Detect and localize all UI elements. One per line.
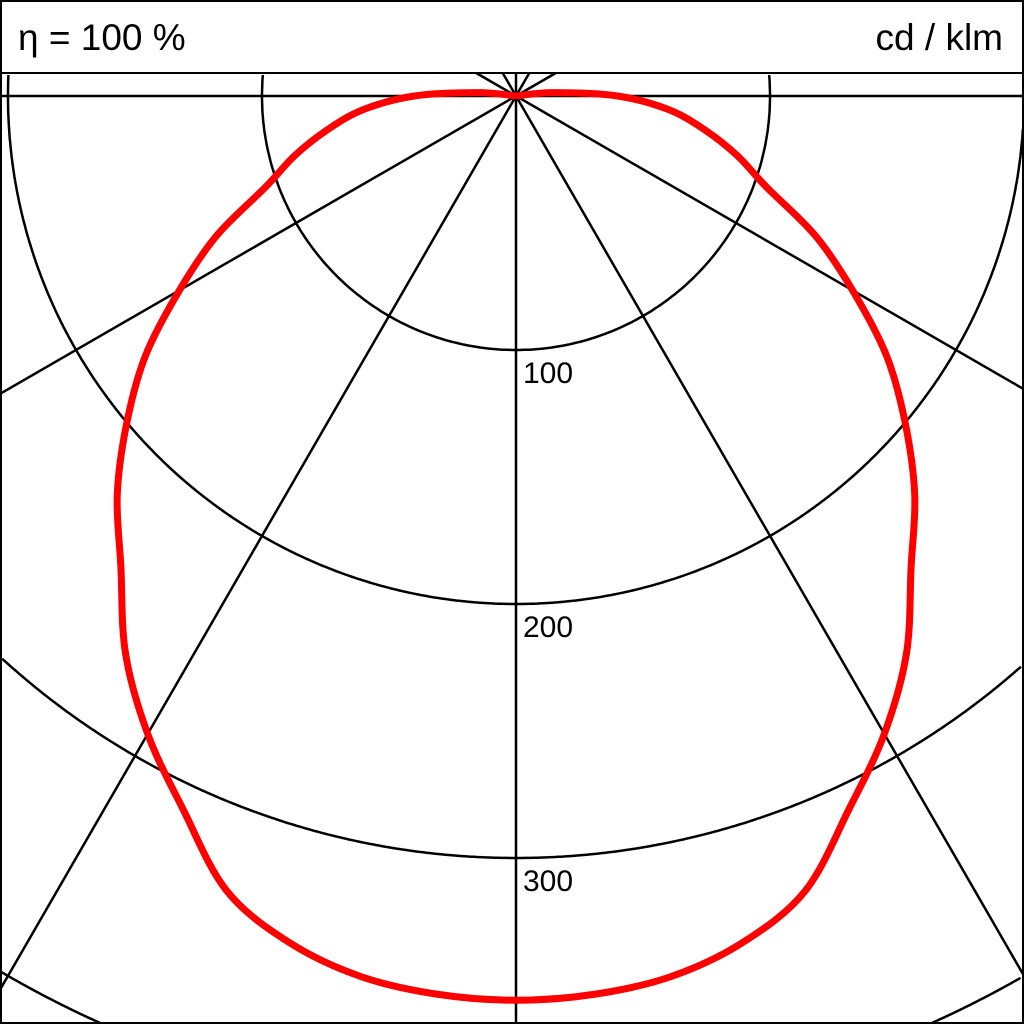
grid-ray-60 <box>515 94 1024 390</box>
intensity-curve <box>113 89 919 1004</box>
efficiency-label: η = 100 % <box>18 17 186 58</box>
grid-ray-30 <box>514 95 1024 975</box>
radial-tick-label-100: 100 <box>523 357 573 390</box>
grid-ray-150 <box>514 72 531 97</box>
grid-ray-330 <box>0 95 518 989</box>
grid-circle-100 <box>260 74 772 352</box>
grid-circle-400 <box>0 970 1022 1024</box>
header-box <box>0 0 1024 74</box>
grid-ray-300 <box>0 94 517 395</box>
grid-circle-200 <box>6 74 1024 606</box>
curve-layer <box>113 89 919 1004</box>
radial-tick-label-200: 200 <box>523 611 573 644</box>
grid-ray-210 <box>501 72 518 97</box>
unit-label: cd / klm <box>876 17 1003 58</box>
radial-tick-label-300: 300 <box>523 865 573 898</box>
radial-tick-labels: 100 200 300 <box>523 357 573 898</box>
